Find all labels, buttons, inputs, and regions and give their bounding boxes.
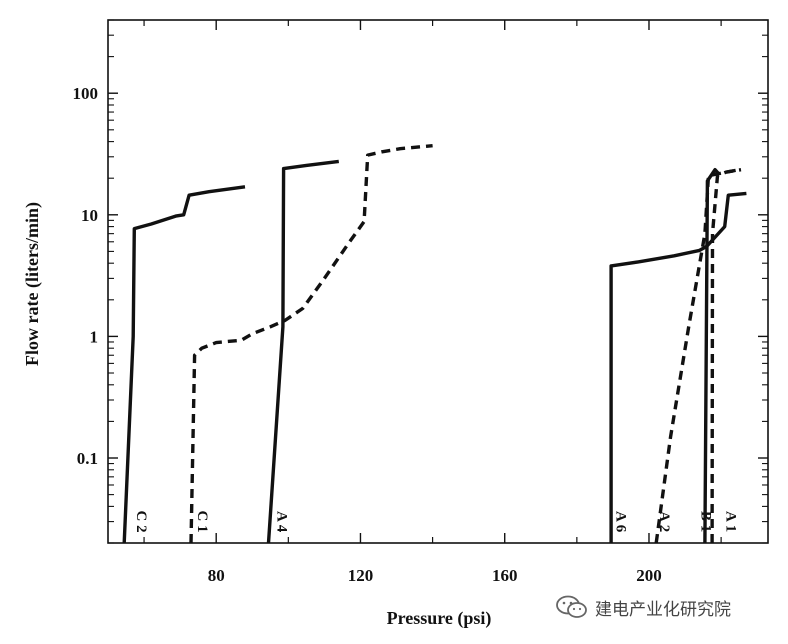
chart-series <box>122 144 747 543</box>
chart-frame <box>107 19 769 544</box>
y-tick-label: 0.1 <box>77 449 98 468</box>
series-line-c2 <box>122 185 246 543</box>
watermark: 建电产业化研究院 <box>555 592 731 622</box>
series-label-c2: C 2 <box>133 511 149 533</box>
series-line-a2 <box>654 168 740 543</box>
x-axis-title: Pressure (psi) <box>387 608 492 629</box>
axis-ticks: 80 120 160 200 0.1 1 10 100 <box>73 19 768 585</box>
x-tick-label: 200 <box>636 566 662 585</box>
series-label-a6: A 6 <box>613 511 629 533</box>
series-line-a6 <box>609 191 747 543</box>
series-line-a1 <box>710 168 742 543</box>
series-line-c1 <box>189 144 433 543</box>
y-tick-label: 100 <box>73 84 99 103</box>
y-tick-label: 1 <box>90 327 99 346</box>
series-label-b1: B 1 <box>697 511 713 532</box>
x-tick-label: 160 <box>492 566 518 585</box>
y-tick-label: 10 <box>81 206 98 225</box>
watermark-text: 建电产业化研究院 <box>595 599 731 620</box>
series-label-c1: C 1 <box>194 511 210 533</box>
series-label-a2: A 2 <box>656 511 672 532</box>
series-labels: C 2 C 1 A 4 A 6 A 2 B 1 A 1 <box>133 511 739 533</box>
y-axis-title: Flow rate (liters/min) <box>22 202 43 366</box>
plot-area-border <box>107 19 769 544</box>
x-tick-label: 120 <box>348 566 374 585</box>
series-line-a4 <box>266 159 340 543</box>
series-label-a1: A 1 <box>723 511 739 532</box>
series-line-b1 <box>703 168 721 543</box>
series-label-a4: A 4 <box>274 511 290 533</box>
x-tick-label: 80 <box>208 566 225 585</box>
wechat-icon <box>556 595 587 618</box>
